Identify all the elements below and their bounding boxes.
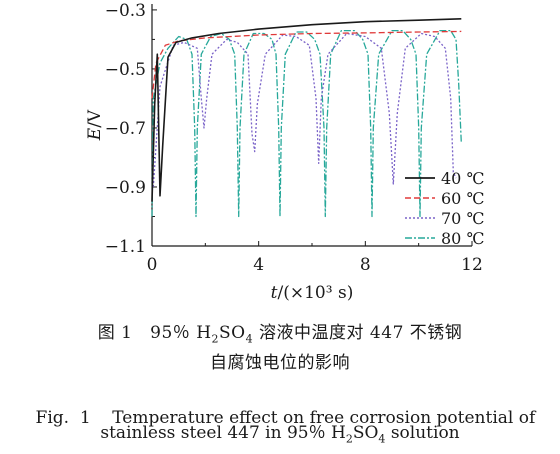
- series-group: [151, 18, 462, 218]
- axes: −0.3 −0.5 −0.7 −0.9 −1.10 4 8 12 t/(×10³ s) E/V: [85, 1, 483, 303]
- x-tick-label: 4: [253, 255, 264, 275]
- y-tick-label: −0.9: [105, 178, 146, 198]
- series-line-3: [151, 29, 462, 218]
- caption-cn-line2-text: 自腐蚀电位的影响: [210, 353, 350, 373]
- y-tick-label: −1.1: [105, 237, 146, 257]
- legend-label-3: 80 ℃: [441, 229, 484, 248]
- series-line-0: [151, 18, 462, 202]
- series-line-2: [152, 32, 457, 188]
- caption-cn-sub-1: 2: [211, 332, 220, 346]
- y-axis-label-symbol: E: [85, 127, 105, 141]
- caption-cn-text-a: 95％ H: [150, 323, 212, 343]
- legend: 40 ℃60 ℃70 ℃80 ℃: [405, 169, 484, 248]
- caption-en-text-a: stainless steel 447 in 95％ H: [100, 423, 346, 443]
- chart: −0.3 −0.5 −0.7 −0.9 −1.10 4 8 12 t/(×10³ s) E/V 4…: [85, 1, 484, 303]
- caption-cn-line1: 图 1 95％ H2SO4 溶液中温度对 447 不锈钢: [0, 318, 560, 345]
- y-tick-label: −0.7: [105, 119, 146, 139]
- y-axis-label: E/V: [85, 109, 105, 141]
- x-tick-label: 8: [360, 255, 371, 275]
- caption-en-line1: Fig. 1 Temperature effect on free corros…: [0, 388, 560, 428]
- chart-figure: −0.3 −0.5 −0.7 −0.9 −1.1 0 4 8 12 t/(×10³ s) E/V 4…: [85, 1, 484, 303]
- x-axis-label-unit: /(×10³ s): [278, 283, 354, 303]
- caption-en-sub-1: 2: [345, 432, 353, 446]
- x-tick-label: 12: [461, 255, 483, 275]
- legend-label-0: 40 ℃: [441, 169, 484, 188]
- caption-cn-text-b: SO: [219, 323, 246, 343]
- series-line-1: [151, 30, 462, 99]
- caption-cn-sub-2: 4: [245, 332, 254, 346]
- caption-en-line2: stainless steel 447 in 95％ H2SO4 solutio…: [0, 418, 560, 445]
- caption-en-text-b: SO: [352, 423, 379, 443]
- x-axis-label-symbol: t: [271, 283, 278, 303]
- caption-cn-text-c: 溶液中温度对 447 不锈钢: [253, 323, 463, 343]
- caption-cn-line2: 自腐蚀电位的影响: [0, 348, 560, 373]
- caption-en-line1-text: Fig. 1 Temperature effect on free corros…: [35, 408, 536, 428]
- y-axis-label-unit: /V: [85, 109, 105, 128]
- y-tick-label: −0.5: [105, 60, 146, 80]
- legend-label-2: 70 ℃: [441, 209, 484, 228]
- y-tick-label: −0.3: [105, 1, 146, 21]
- caption-cn-fig-number: 图 1: [97, 323, 133, 343]
- caption-en-sub-2: 4: [378, 432, 386, 446]
- x-tick-label: 0: [147, 255, 158, 275]
- legend-label-1: 60 ℃: [441, 189, 484, 208]
- x-axis-label: t/(×10³ s): [271, 283, 354, 303]
- caption-en-text-c: solution: [385, 423, 460, 443]
